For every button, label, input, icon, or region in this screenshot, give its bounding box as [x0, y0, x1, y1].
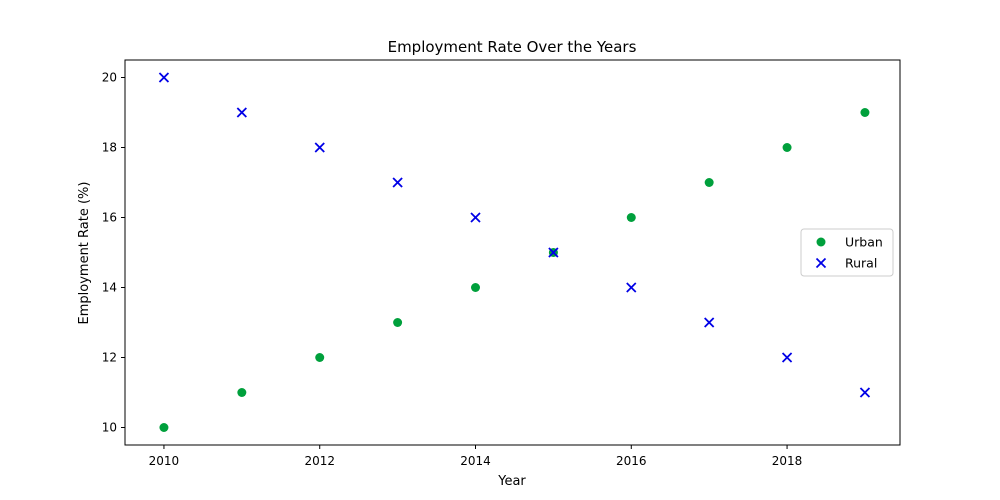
x-tick-label: 2012	[304, 454, 335, 468]
rural-point	[859, 387, 871, 398]
urban-point	[237, 388, 247, 397]
urban-point	[704, 178, 714, 187]
rural-point	[236, 107, 247, 118]
legend-label-rural: Rural	[845, 256, 877, 271]
chart-title: Employment Rate Over the Years	[388, 38, 637, 56]
urban-point	[626, 213, 636, 222]
rural-point	[470, 212, 481, 223]
urban-point	[471, 283, 481, 292]
x-tick-label: 2010	[149, 454, 180, 468]
y-tick-label: 18	[102, 141, 117, 155]
x-tick-label: 2014	[460, 454, 491, 468]
y-tick-label: 16	[102, 211, 117, 225]
plot-area	[124, 59, 901, 446]
x-tick-label: 2016	[616, 454, 647, 468]
x-axis: 2010 2012 2014 2016 2018	[149, 445, 803, 468]
urban-point	[393, 318, 403, 327]
urban-point	[159, 423, 169, 432]
y-axis-label: Employment Rate (%)	[77, 182, 92, 325]
rural-point	[781, 352, 793, 363]
x-axis-label: Year	[497, 474, 526, 489]
legend: Urban Rural	[800, 228, 894, 277]
y-tick-label: 12	[102, 351, 117, 365]
rural-point	[314, 142, 325, 153]
legend-label-urban: Urban	[845, 235, 883, 250]
y-axis: 10 12 14 16 18 20	[102, 71, 125, 435]
y-tick-label: 10	[102, 421, 117, 435]
y-tick-label: 20	[102, 71, 117, 85]
legend-marker-rural	[815, 257, 827, 269]
urban-point	[782, 143, 792, 152]
urban-point	[315, 353, 325, 362]
urban-point	[860, 108, 870, 117]
legend-marker-urban	[816, 237, 826, 247]
rural-point	[548, 247, 559, 258]
rural-point	[704, 317, 715, 328]
rural-point	[392, 177, 403, 188]
y-tick-label: 14	[102, 281, 117, 295]
rural-point	[626, 282, 637, 293]
data-points	[158, 72, 871, 432]
rural-point	[158, 72, 170, 83]
x-tick-label: 2018	[772, 454, 803, 468]
